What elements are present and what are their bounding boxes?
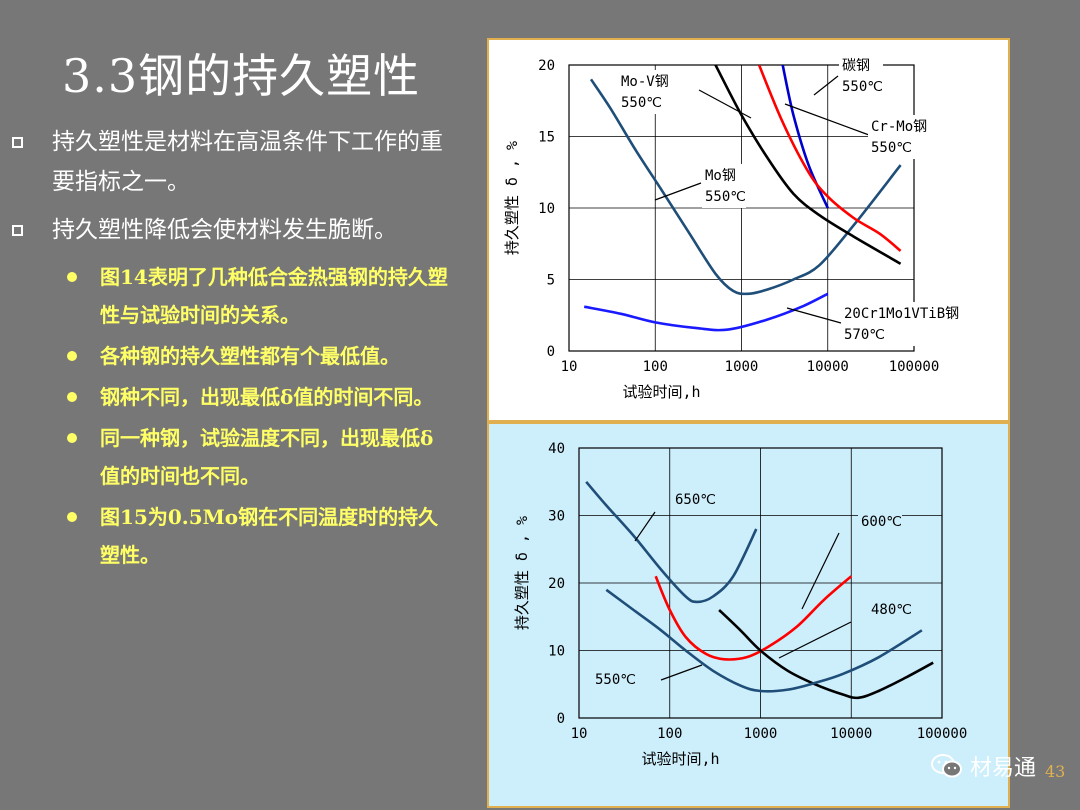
dot-bullet-icon [67, 512, 77, 522]
bullet-list: 持久塑性是材料在高温条件下工作的重要指标之一。 持久塑性降低会使材料发生脆断。 … [10, 122, 450, 577]
x-tick-label: 1000 [744, 726, 778, 742]
slide-title: 3.3钢的持久塑性 [62, 49, 421, 103]
x-axis-label: 试验时间,h [641, 750, 719, 768]
annotation-bg [839, 54, 883, 98]
square-bullet-icon [12, 225, 23, 236]
x-tick-label: 1000 [725, 359, 759, 375]
series-line [605, 588, 923, 693]
annotation-label: 550℃ [595, 672, 636, 688]
annotation-label: 600℃ [861, 514, 902, 530]
sub-bullet-item: 钢种不同，出现最低δ值的时间不同。 [10, 378, 450, 416]
annotation-bg [858, 510, 902, 532]
y-axis-label: 持久塑性 δ , % [503, 141, 521, 255]
y-tick-label: 20 [538, 58, 555, 74]
y-tick-label: 10 [538, 201, 555, 217]
series-line [585, 480, 758, 604]
annotation-bg [672, 488, 716, 510]
sub-bullet-item: 图14表明了几种低合金热强钢的持久塑性与试验时间的关系。 [10, 258, 450, 334]
y-tick-label: 10 [548, 644, 565, 660]
series-line [781, 65, 829, 209]
leader-line [784, 103, 870, 136]
sub-bullet-item: 图15为0.5Mo钢在不同温度时的持久塑性。 [10, 498, 450, 574]
leader-line [786, 307, 842, 324]
annotation-bg [618, 70, 671, 114]
series-line [718, 609, 934, 700]
sub-bullet-text: 同一种钢，试验温度不同，出现最低δ值的时间也不同。 [100, 426, 434, 488]
leader-line [654, 182, 702, 201]
square-bullet-icon [12, 137, 23, 148]
dot-bullet-icon [67, 392, 77, 402]
series-line [757, 65, 902, 252]
annotation-bg [841, 302, 966, 346]
annotation-label: Cr-Mo钢 [871, 119, 927, 135]
leader-line [698, 89, 752, 119]
x-tick-label: 10000 [807, 359, 849, 375]
annotation-label: Mo-V钢 [621, 74, 669, 90]
chart-panel-fig15: 10 100 1000 10000 100000 0 10 20 30 40 试验时间,h 持久塑性 … [487, 422, 1010, 808]
sub-bullet-text: 图14表明了几种低合金热强钢的持久塑性与试验时间的关系。 [100, 265, 448, 327]
bullet-text: 持久塑性是材料在高温条件下工作的重要指标之一。 [52, 129, 443, 195]
sub-bullet-item: 各种钢的持久塑性都有个最低值。 [10, 337, 450, 375]
annotation-label: 480℃ [871, 602, 912, 618]
chart-fig15: 10 100 1000 10000 100000 0 10 20 30 40 试验时间,h 持久塑性 … [513, 441, 968, 768]
annotation-label: 550℃ [871, 140, 912, 156]
bullet-item: 持久塑性是材料在高温条件下工作的重要指标之一。 [10, 122, 450, 202]
bullet-item: 持久塑性降低会使材料发生脆断。 [10, 210, 450, 250]
x-tick-label: 10 [571, 726, 588, 742]
y-axis-label: 持久塑性 δ , % [513, 516, 531, 630]
bullet-text: 持久塑性降低会使材料发生脆断。 [52, 217, 397, 243]
series-line [654, 575, 853, 661]
leader-line [801, 532, 840, 610]
watermark: 材易通 [930, 750, 1036, 782]
sub-bullet-text: 图15为0.5Mo钢在不同温度时的持久塑性。 [100, 505, 439, 567]
x-tick-label: 100 [657, 726, 682, 742]
x-tick-label: 100000 [917, 726, 968, 742]
page-number: 43 [1045, 762, 1066, 781]
annotation-label: 碳钢 [842, 58, 870, 74]
x-tick-label: 100 [643, 359, 668, 375]
wechat-icon [931, 754, 962, 778]
x-tick-label: 10000 [830, 726, 872, 742]
leader-line [778, 621, 852, 659]
annotation-label: 20Cr1Mo1VTiB钢 [844, 306, 959, 322]
sub-bullet-text: 钢种不同，出现最低δ值的时间不同。 [100, 385, 434, 409]
annotation-bg [868, 598, 912, 620]
annotation-label: 550℃ [705, 189, 746, 205]
annotation-bg [592, 668, 636, 690]
sub-bullet-item: 同一种钢，试验温度不同，出现最低δ值的时间也不同。 [10, 419, 450, 495]
annotation-bg [702, 164, 746, 208]
x-tick-label: 100000 [889, 359, 940, 375]
dot-bullet-icon [67, 272, 77, 282]
y-tick-label: 5 [547, 273, 555, 289]
annotation-label: 550℃ [621, 95, 662, 111]
leader-line [634, 511, 656, 542]
annotation-label: 570℃ [844, 327, 885, 343]
annotation-label: 650℃ [675, 492, 716, 508]
series-line [714, 65, 902, 265]
series-line [583, 292, 829, 332]
leader-line [660, 664, 703, 681]
y-tick-label: 0 [557, 711, 565, 727]
annotation-bg [868, 115, 930, 159]
y-tick-label: 30 [548, 509, 565, 525]
leader-line [813, 75, 839, 96]
y-tick-label: 20 [548, 576, 565, 592]
annotation-label: Mo钢 [705, 168, 736, 184]
chart-fig14: 10 100 1000 10000 100000 0 5 10 15 20 试验时间,h 持久塑性 δ… [503, 54, 966, 401]
annotation-label: 550℃ [842, 79, 883, 95]
series-line [589, 78, 902, 296]
y-tick-label: 0 [547, 344, 555, 360]
dot-bullet-icon [67, 351, 77, 361]
sub-bullet-text: 各种钢的持久塑性都有个最低值。 [100, 344, 400, 368]
dot-bullet-icon [67, 433, 77, 443]
y-tick-label: 15 [538, 130, 555, 146]
y-tick-label: 40 [548, 441, 565, 457]
chart-panel-fig14: 10 100 1000 10000 100000 0 5 10 15 20 试验时间,h 持久塑性 δ… [487, 38, 1010, 422]
x-axis-label: 试验时间,h [622, 383, 700, 401]
x-tick-label: 10 [561, 359, 578, 375]
watermark-text: 材易通 [970, 756, 1037, 781]
